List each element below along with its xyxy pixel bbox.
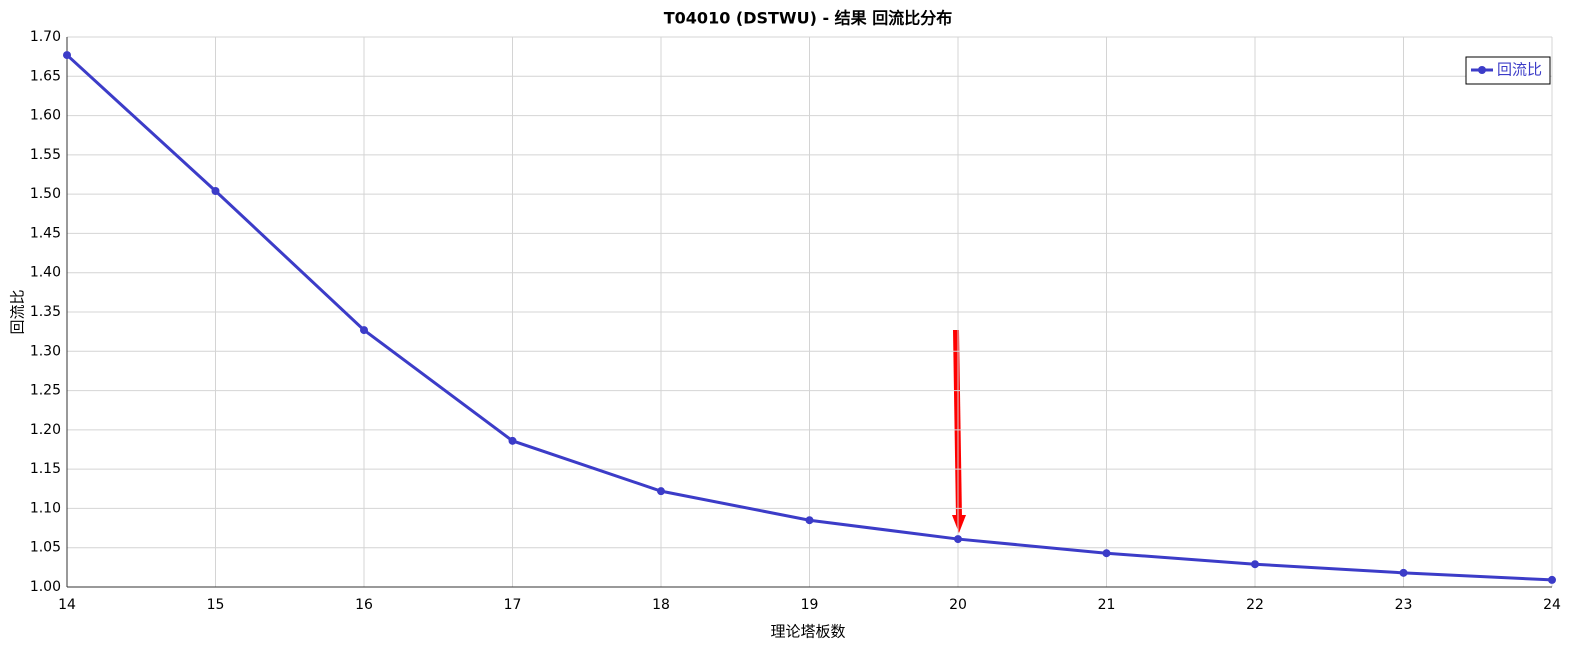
y-tick-label: 1.10 <box>30 500 61 516</box>
chart-title: T04010 (DSTWU) - 结果 回流比分布 <box>664 9 953 28</box>
x-tick-label: 20 <box>949 597 967 613</box>
y-tick-label: 1.45 <box>30 225 61 241</box>
arrow-head <box>952 515 966 533</box>
data-point <box>657 487 665 496</box>
y-axis-label: 回流比 <box>9 289 27 334</box>
y-tick-label: 1.55 <box>30 147 61 163</box>
data-point <box>508 436 517 445</box>
legend-marker <box>1478 66 1486 74</box>
y-tick-label: 1.15 <box>30 461 61 477</box>
x-tick-label: 22 <box>1246 597 1264 613</box>
data-point <box>1399 568 1408 577</box>
y-tick-label: 1.40 <box>30 265 61 281</box>
data-point <box>954 535 962 544</box>
y-tick-label: 1.30 <box>30 343 61 359</box>
y-tick-label: 1.20 <box>30 422 61 438</box>
y-tick-label: 1.50 <box>30 186 61 202</box>
y-tick-label: 1.05 <box>30 540 61 556</box>
y-tick-label: 1.25 <box>30 383 61 399</box>
x-tick-label: 18 <box>652 597 670 613</box>
x-tick-label: 16 <box>355 597 373 613</box>
data-point <box>63 51 71 60</box>
legend-label: 回流比 <box>1497 61 1542 79</box>
data-point <box>360 326 368 335</box>
x-tick-label: 15 <box>207 597 225 613</box>
y-tick-label: 1.35 <box>30 304 61 320</box>
y-tick-label: 1.00 <box>30 579 61 595</box>
y-tick-label: 1.70 <box>30 29 61 45</box>
x-tick-label: 17 <box>504 597 522 613</box>
y-tick-label: 1.60 <box>30 108 61 124</box>
data-point <box>1548 575 1556 584</box>
x-tick-label: 21 <box>1098 597 1116 613</box>
x-tick-label: 24 <box>1543 597 1561 613</box>
data-point <box>1102 549 1111 558</box>
x-tick-label: 19 <box>801 597 819 613</box>
data-point <box>211 187 220 195</box>
annotation-arrow <box>952 329 966 533</box>
x-tick-label: 23 <box>1395 597 1413 613</box>
data-point <box>1251 560 1259 569</box>
x-axis-label: 理论塔板数 <box>770 623 845 641</box>
y-tick-label: 1.65 <box>30 68 61 84</box>
x-tick-label: 14 <box>58 597 76 613</box>
data-point <box>805 516 814 525</box>
